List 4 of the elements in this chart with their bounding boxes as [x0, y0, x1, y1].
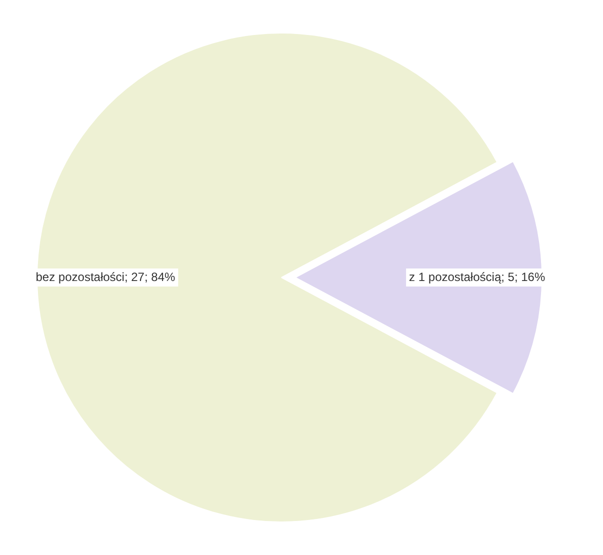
slice-label: bez pozostałości [36, 270, 124, 284]
data-label: ; 27; 84% [124, 270, 176, 284]
data-label: ; 5; 16% [501, 270, 546, 284]
slice-label: z 1 pozostałością [409, 270, 502, 284]
